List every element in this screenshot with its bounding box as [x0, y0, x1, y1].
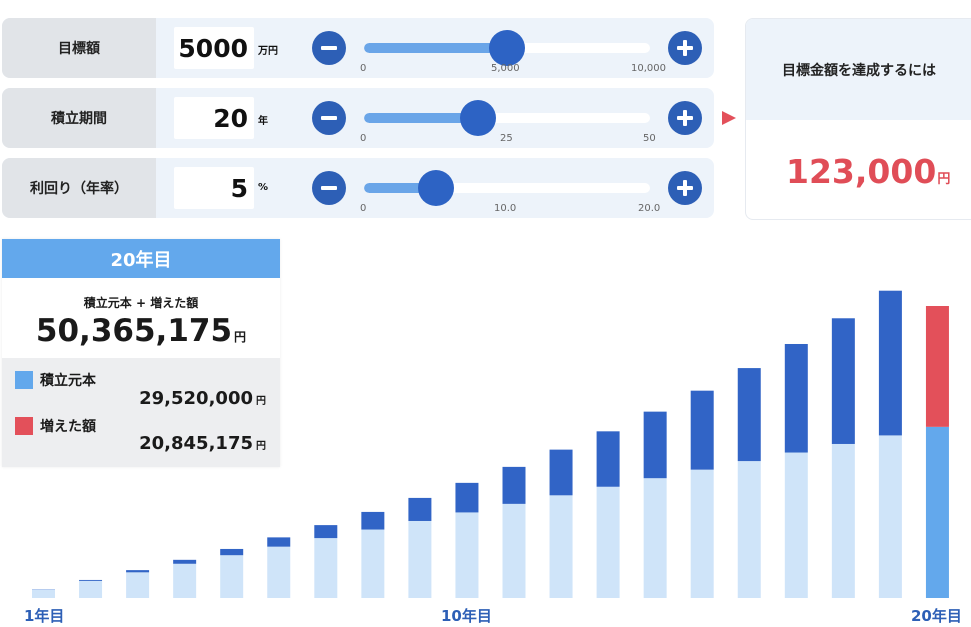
x-tick-label-10: 10年目	[441, 607, 492, 625]
bar-gain-year-17[interactable]	[784, 343, 808, 453]
slider-tick-mid: 5,000	[491, 63, 520, 74]
bar-principal-year-2[interactable]	[79, 580, 103, 598]
target-amount-input[interactable]: 5000	[174, 27, 254, 69]
bar-principal-year-9[interactable]	[408, 520, 432, 598]
bar-principal-year-13[interactable]	[596, 486, 620, 598]
minus-icon	[321, 46, 337, 50]
bar-principal-year-20[interactable]	[925, 426, 949, 598]
bar-gain-year-4[interactable]	[173, 559, 197, 564]
bar-gain-year-18[interactable]	[831, 318, 855, 444]
gain-value: 20,845,175 円	[139, 433, 266, 454]
target-amount-unit: 万円	[258, 46, 278, 57]
bar-principal-year-17[interactable]	[784, 452, 808, 598]
bar-principal-year-5[interactable]	[220, 555, 244, 598]
breakdown-section: 積立元本 29,520,000 円 増えた額 20,845,175 円	[2, 358, 280, 467]
bar-gain-year-16[interactable]	[737, 368, 761, 462]
period-slider-handle[interactable]	[460, 100, 497, 136]
goal-title: 目標金額を達成するには	[746, 19, 971, 120]
bar-gain-year-11[interactable]	[502, 466, 526, 504]
monthly-amount: 123,000円	[786, 152, 951, 191]
bar-gain-year-15[interactable]	[690, 390, 714, 470]
slider-tick-min: 0	[360, 133, 367, 144]
principal-label: 積立元本	[40, 373, 96, 389]
period-slider-fill	[364, 113, 479, 123]
return-rate-slider-handle[interactable]	[417, 170, 454, 206]
bar-gain-year-10[interactable]	[455, 482, 479, 513]
year-summary-panel: 20年目 積立元本 + 増えた額 50,365,175 円 積立元本 29,520…	[2, 239, 280, 467]
return-rate-label: 利回り（年率）	[2, 158, 156, 218]
bar-gain-year-19[interactable]	[878, 290, 902, 436]
bar-principal-year-18[interactable]	[831, 443, 855, 598]
principal-swatch	[15, 371, 33, 389]
slider-tick-max: 10,000	[631, 63, 666, 74]
bar-principal-year-16[interactable]	[737, 461, 761, 598]
bar-gain-year-12[interactable]	[549, 449, 573, 496]
bar-principal-year-19[interactable]	[878, 435, 902, 598]
target-amount-label: 目標額	[2, 18, 156, 78]
bar-gain-year-20[interactable]	[925, 306, 949, 427]
period-input[interactable]: 20	[174, 97, 254, 139]
return-rate-row: 利回り（年率） 5 % 0 10.0 20.0	[2, 158, 714, 218]
period-row: 積立期間 20 年 0 25 50	[2, 88, 714, 148]
return-rate-input[interactable]: 5	[174, 167, 254, 209]
bar-principal-year-14[interactable]	[643, 478, 667, 598]
bar-gain-year-8[interactable]	[361, 511, 385, 530]
bar-principal-year-8[interactable]	[361, 529, 385, 598]
slider-tick-mid: 25	[500, 133, 513, 144]
bar-principal-year-7[interactable]	[314, 538, 338, 598]
bar-gain-year-9[interactable]	[408, 497, 432, 521]
x-tick-label-20: 20年目	[911, 607, 962, 625]
gain-swatch	[15, 417, 33, 435]
target-amount-row: 目標額 5000 万円 0 5,000 10,000	[2, 18, 714, 78]
total-unit: 円	[234, 330, 247, 344]
bar-principal-year-12[interactable]	[549, 495, 573, 598]
slider-tick-min: 0	[360, 63, 367, 74]
goal-result-card: 目標金額を達成するには 123,000円	[745, 18, 971, 220]
bar-principal-year-6[interactable]	[267, 546, 291, 598]
return-rate-slider-track[interactable]	[364, 183, 650, 193]
total-label: 積立元本 + 増えた額	[83, 296, 199, 310]
bar-gain-year-7[interactable]	[314, 525, 338, 539]
target-amount-slider-handle[interactable]	[489, 30, 525, 66]
target-amount-slider-fill	[364, 43, 507, 53]
x-tick-label-1: 1年目	[24, 607, 65, 625]
return-rate-decrease-button[interactable]	[312, 171, 346, 205]
bar-gain-year-6[interactable]	[267, 537, 291, 547]
bar-principal-year-15[interactable]	[690, 469, 714, 598]
monthly-amount-unit: 円	[937, 172, 951, 187]
summary-year-header: 20年目	[2, 239, 280, 278]
slider-tick-mid: 10.0	[494, 203, 517, 214]
period-unit: 年	[258, 116, 268, 127]
period-increase-button[interactable]	[668, 101, 702, 135]
minus-icon	[321, 186, 337, 190]
total-value: 50,365,175 円	[35, 313, 247, 349]
target-amount-increase-button[interactable]	[668, 31, 702, 65]
target-amount-decrease-button[interactable]	[312, 31, 346, 65]
slider-tick-max: 50	[643, 133, 656, 144]
bar-gain-year-2[interactable]	[79, 579, 103, 581]
slider-tick-max: 20.0	[638, 203, 661, 214]
return-rate-slider-fill	[364, 183, 436, 193]
return-rate-increase-button[interactable]	[668, 171, 702, 205]
bar-principal-year-1[interactable]	[32, 589, 55, 598]
minus-icon	[321, 116, 337, 120]
bar-principal-year-3[interactable]	[126, 572, 150, 598]
bar-principal-year-4[interactable]	[173, 563, 197, 598]
bar-gain-year-5[interactable]	[220, 548, 244, 556]
bar-gain-year-14[interactable]	[643, 411, 667, 479]
return-rate-unit: %	[258, 182, 269, 193]
bar-principal-year-10[interactable]	[455, 512, 479, 598]
period-label: 積立期間	[2, 88, 156, 148]
bar-principal-year-11[interactable]	[502, 503, 526, 598]
bar-gain-year-3[interactable]	[126, 570, 150, 573]
gain-label: 増えた額	[40, 419, 96, 435]
period-slider-track[interactable]	[364, 113, 650, 123]
period-decrease-button[interactable]	[312, 101, 346, 135]
arrow-right-icon	[722, 111, 736, 125]
slider-tick-min: 0	[360, 203, 367, 214]
principal-value: 29,520,000 円	[139, 388, 266, 409]
bar-gain-year-13[interactable]	[596, 431, 620, 487]
